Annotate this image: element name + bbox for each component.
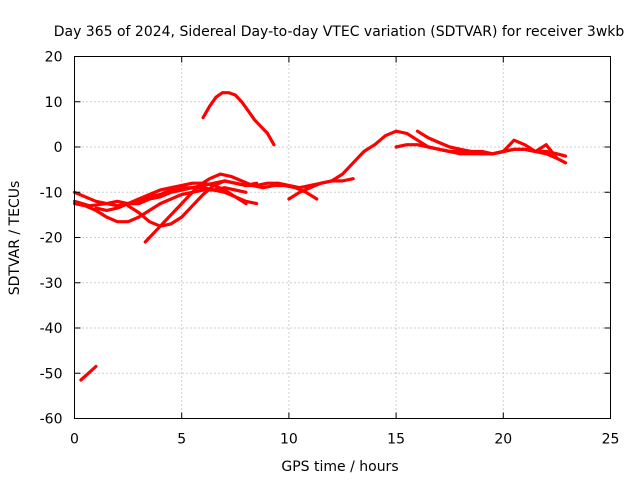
series-track-g bbox=[126, 179, 259, 228]
x-tick-label: 5 bbox=[177, 432, 186, 448]
y-tick-label: -60 bbox=[40, 412, 63, 428]
series-layer bbox=[72, 91, 568, 382]
y-tick-label: 20 bbox=[45, 50, 63, 66]
x-tick-label: 25 bbox=[602, 432, 620, 448]
y-tick-label: -10 bbox=[40, 185, 63, 201]
x-axis-label: GPS time / hours bbox=[281, 459, 398, 475]
x-tick-label: 15 bbox=[387, 432, 405, 448]
x-tick-label: 20 bbox=[494, 432, 512, 448]
series-track-k bbox=[415, 129, 559, 160]
series-track-j bbox=[394, 143, 568, 158]
x-tick-label: 0 bbox=[70, 432, 79, 448]
series-track-h bbox=[201, 91, 276, 147]
grid-lines bbox=[74, 56, 611, 419]
y-tick-label: -20 bbox=[40, 231, 63, 247]
series-track-f bbox=[94, 181, 248, 212]
y-tick-label: -40 bbox=[40, 321, 63, 337]
x-tick-label: 10 bbox=[280, 432, 298, 448]
chart-title: Day 365 of 2024, Sidereal Day-to-day VTE… bbox=[54, 24, 625, 40]
y-tick-label: 0 bbox=[54, 140, 63, 156]
y-tick-label: 10 bbox=[45, 95, 63, 111]
axis-ticks bbox=[74, 56, 611, 419]
y-tick-label: -30 bbox=[40, 276, 63, 292]
y-axis-label: SDTVAR / TECUs bbox=[7, 181, 23, 296]
series-track-a bbox=[79, 364, 98, 382]
y-tick-label: -50 bbox=[40, 366, 63, 382]
series-track-e bbox=[143, 172, 319, 244]
tick-labels: 0 5 10 15 20 25 -60 -50 -40 -30 -20 -10 0 10 20 bbox=[40, 50, 620, 448]
